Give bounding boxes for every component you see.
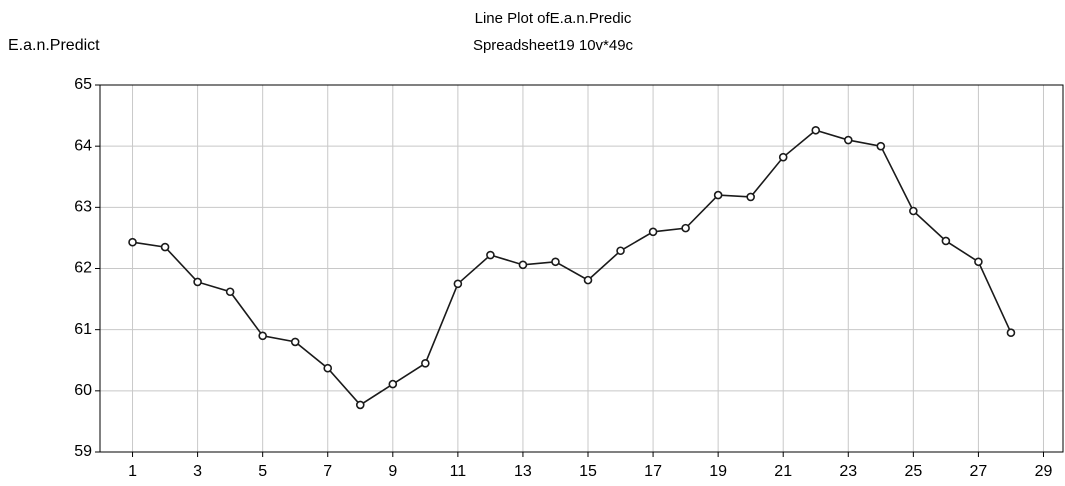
point bbox=[778, 152, 788, 162]
y-tick-label: 65 bbox=[74, 76, 92, 93]
x-tick-label: 27 bbox=[970, 463, 988, 480]
x-tick-label: 11 bbox=[450, 463, 467, 480]
plot-frame bbox=[99, 84, 1064, 453]
point bbox=[941, 236, 951, 246]
point bbox=[290, 337, 300, 347]
y-tick-label: 63 bbox=[74, 199, 92, 216]
x-tick-label: 7 bbox=[323, 463, 332, 480]
x-tick-label: 23 bbox=[839, 463, 857, 480]
y-tick-label: 61 bbox=[74, 321, 92, 338]
x-tick-label: 5 bbox=[258, 463, 267, 480]
y-tick-label: 60 bbox=[74, 382, 92, 399]
x-tick-label: 21 bbox=[774, 463, 792, 480]
y-tick-label: 64 bbox=[74, 137, 92, 154]
point bbox=[616, 246, 625, 256]
point bbox=[909, 206, 918, 216]
point bbox=[843, 135, 853, 145]
point bbox=[388, 379, 398, 389]
point bbox=[876, 141, 886, 151]
point bbox=[583, 275, 593, 285]
point bbox=[746, 192, 755, 202]
x-tick-label: 29 bbox=[1035, 463, 1053, 480]
chart-title: Line Plot ofE.a.n.Predic bbox=[475, 10, 632, 27]
x-tick-label: 19 bbox=[709, 463, 727, 480]
x-tick-label: 13 bbox=[514, 463, 532, 480]
point bbox=[681, 223, 690, 233]
point bbox=[551, 257, 560, 267]
point bbox=[355, 400, 365, 410]
point bbox=[258, 331, 267, 341]
point bbox=[974, 257, 983, 267]
y-tick-label: 62 bbox=[74, 260, 92, 277]
point bbox=[128, 237, 137, 247]
point bbox=[486, 250, 495, 260]
point bbox=[323, 363, 333, 373]
point bbox=[713, 190, 723, 200]
point bbox=[193, 277, 202, 287]
point bbox=[518, 260, 528, 270]
point bbox=[648, 227, 658, 237]
point bbox=[160, 242, 170, 252]
y-tick-label: 59 bbox=[74, 443, 92, 460]
y-axis-label: E.a.n.Predict bbox=[8, 37, 100, 54]
chart-subtitle: Spreadsheet19 10v*49c bbox=[473, 37, 634, 54]
point bbox=[453, 279, 463, 289]
x-tick-label: 9 bbox=[388, 463, 397, 480]
x-tick-label: 15 bbox=[579, 463, 597, 480]
point bbox=[421, 359, 430, 368]
x-tick-label: 3 bbox=[193, 463, 202, 480]
point bbox=[1006, 328, 1016, 338]
line bbox=[132, 129, 1012, 406]
point bbox=[225, 287, 235, 297]
point bbox=[811, 125, 821, 135]
x-tick-label: 17 bbox=[644, 463, 662, 480]
x-tick-label: 1 bbox=[128, 463, 137, 480]
x-tick-label: 25 bbox=[904, 463, 922, 480]
